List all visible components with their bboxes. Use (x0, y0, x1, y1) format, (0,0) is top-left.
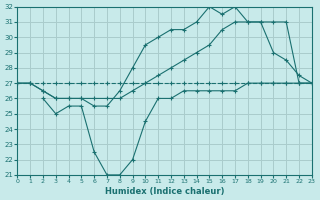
X-axis label: Humidex (Indice chaleur): Humidex (Indice chaleur) (105, 187, 224, 196)
